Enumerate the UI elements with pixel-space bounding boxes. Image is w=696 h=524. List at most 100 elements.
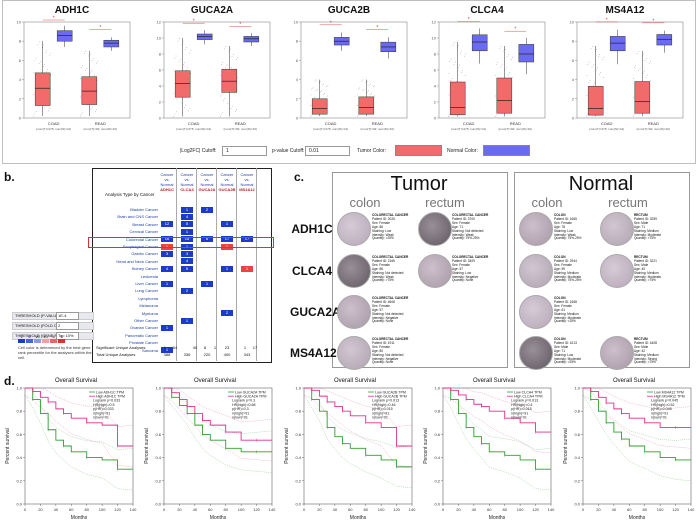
- survival-legend-text: High ADH1C TPM: [96, 395, 125, 399]
- cancer-row-label: Lymphoma: [138, 295, 158, 301]
- normal-color-swatch[interactable]: [483, 145, 530, 156]
- ihc-info-line: Quantity: <25%: [554, 360, 576, 365]
- jitter-point: [374, 85, 375, 86]
- logfc-input[interactable]: 1: [222, 146, 267, 156]
- y-tick-label: 0.2: [434, 478, 440, 483]
- jitter-point: [224, 98, 226, 100]
- plot-frame: [582, 387, 692, 505]
- boxplot-chart: 0 2 4 6 8 10 * COAD(num(T)=275; num(N)=41) * READ…: [294, 20, 408, 131]
- box: [518, 44, 535, 63]
- ihc-info-line: RECTUM: [634, 337, 648, 341]
- x-category-label: READ: [95, 121, 106, 126]
- jitter-point: [33, 115, 35, 117]
- normal-col-rectum: rectum: [608, 195, 648, 210]
- jitter-point: [592, 84, 594, 86]
- x-category-label: COAD: [463, 121, 475, 126]
- x-tick-label: 60: [487, 507, 492, 512]
- y-axis-label: Percent survival: [563, 428, 569, 464]
- y-tick-label: 6: [159, 68, 162, 73]
- survival-legend-text: n(low)=91: [232, 416, 248, 420]
- confidence-band: [443, 387, 552, 413]
- survival-legend-text: Logrank p=0.033: [93, 399, 120, 403]
- jitter-point: [315, 90, 317, 91]
- jitter-point: [316, 89, 318, 90]
- survival-legend-text: Logrank p=0.013: [511, 399, 538, 403]
- ihc-info-line: Staining: Medium: [634, 228, 659, 233]
- x-tick-label: 140: [548, 507, 555, 512]
- threshold-select[interactable]: 2: [56, 322, 79, 330]
- y-tick-label: 2: [19, 96, 22, 101]
- survival-legend-text: n(low)=91: [93, 416, 109, 420]
- jitter-point: [602, 58, 604, 60]
- survival-chart: 0 20 40 60 80 100 120 140 0.0 0.2 0.4 0.6 0.8 1.0 Mont…: [5, 386, 137, 522]
- cancer-row-label: Prostate Cancer: [129, 340, 158, 346]
- ihc-info-line: Quantity: >75%: [634, 360, 656, 365]
- heat-cell: 5: [181, 265, 193, 272]
- x-tick-label: 100: [99, 507, 106, 512]
- jitter-point: [588, 82, 590, 83]
- cancer-row-label: Other Cancer: [133, 318, 158, 323]
- x-tick-label: 60: [627, 507, 632, 512]
- jitter-point: [237, 56, 238, 58]
- jitter-point: [80, 77, 82, 79]
- ihc-info-line: Patient ID: 1658: [554, 299, 577, 304]
- significance-star: *: [239, 22, 241, 28]
- jitter-point: [186, 47, 187, 48]
- jitter-point: [227, 103, 229, 105]
- jitter-point: [313, 97, 315, 98]
- y-tick-label: 0.2: [155, 478, 161, 483]
- jitter-point: [223, 100, 224, 102]
- confidence-band: [163, 394, 273, 473]
- x-category-label: READ: [510, 121, 521, 126]
- jitter-point: [324, 93, 326, 94]
- jitter-point: [374, 95, 375, 97]
- heat-cell: 1: [181, 228, 193, 235]
- jitter-point: [39, 61, 41, 62]
- jitter-point: [189, 52, 191, 54]
- jitter-point: [603, 56, 605, 58]
- pval-input[interactable]: 0.01: [305, 146, 350, 156]
- legend-number: 10: [43, 334, 48, 339]
- x-tick-label: 60: [69, 507, 74, 512]
- logfc-label: |Log2FC| Cutoff:: [180, 148, 217, 154]
- x-tick-label: 0: [582, 507, 585, 512]
- boxplot-chart: 0 2 4 6 8 10 12 * COAD(num(T)=275; num(N)=41) * RE…: [157, 19, 271, 131]
- x-tick-label: 0: [24, 507, 27, 512]
- tumor-col-colon: colon: [349, 195, 381, 210]
- x-category-sublabel: (num(T)=275; num(N)=41): [36, 127, 71, 131]
- jitter-point: [89, 53, 91, 55]
- jitter-point: [97, 60, 98, 62]
- jitter-point: [495, 75, 497, 76]
- box: [609, 36, 626, 52]
- boxplot-gene-title: GUCA2A: [190, 5, 234, 16]
- significant-label: Significant Unique Analyses: [96, 345, 146, 350]
- cancer-row-label: Ovarian Cancer: [129, 325, 158, 331]
- ihc-info-line: Patient ID: 1911: [372, 340, 395, 345]
- threshold-select[interactable]: 1E-4: [56, 312, 79, 320]
- jitter-point: [509, 72, 510, 74]
- heat-cell: 5: [181, 221, 193, 228]
- jitter-point: [81, 113, 82, 115]
- heat-cell: 4: [181, 213, 193, 220]
- cancer-row-label: Gastric Cancer: [131, 251, 158, 257]
- heat-cell: 17: [221, 236, 233, 243]
- x-tick-label: 120: [532, 507, 539, 512]
- survival-legend-text: Logrank p=0.3: [232, 399, 255, 403]
- total-value: 220: [203, 352, 211, 357]
- jitter-point: [320, 81, 321, 82]
- legend-swatch: [42, 339, 49, 343]
- jitter-point: [185, 105, 186, 106]
- jitter-point: [367, 90, 369, 92]
- tumor-color-swatch[interactable]: [395, 145, 442, 156]
- high-expression-curve: [164, 387, 272, 441]
- significant-value: 23: [224, 345, 230, 350]
- y-tick-label: 0.6: [16, 432, 22, 437]
- threshold-select[interactable]: Top 10%: [56, 332, 79, 340]
- y-tick-label: 0.8: [295, 409, 301, 414]
- cancer-row-label: Lung Cancer: [135, 288, 158, 294]
- col-header-cancer-vs-normal: Cancer vs. Normal: [160, 172, 174, 187]
- heat-cell: 2: [181, 287, 193, 294]
- jitter-point: [81, 67, 82, 69]
- box: [471, 34, 488, 52]
- jitter-point: [90, 108, 92, 110]
